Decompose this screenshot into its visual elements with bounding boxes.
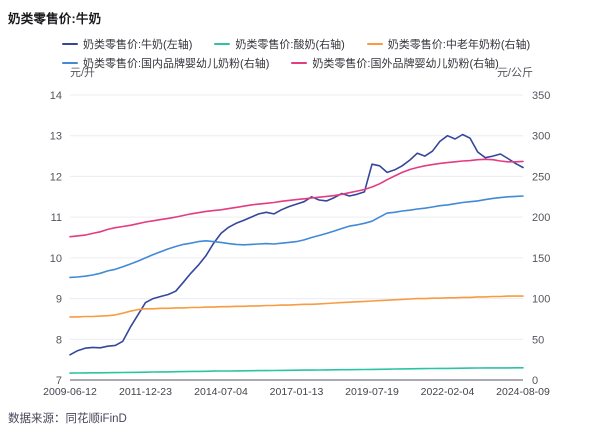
legend-item-label: 奶类零售价:国内品牌婴幼儿奶粉(右轴) xyxy=(83,58,270,70)
legend-item-3[interactable]: 奶类零售价:国内品牌婴幼儿奶粉(右轴) xyxy=(62,55,269,71)
legend-item-label: 奶类零售价:中老年奶粉(右轴) xyxy=(387,39,531,51)
series-line-1 xyxy=(69,367,524,374)
legend-item-label: 奶类零售价:国外品牌婴幼儿奶粉(右轴) xyxy=(312,58,499,70)
legend-item-0[interactable]: 奶类零售价:牛奶(左轴) xyxy=(62,36,192,52)
series-line-4 xyxy=(69,158,524,238)
series-line-2 xyxy=(69,295,524,318)
left-axis-tick-label: 8 xyxy=(56,334,62,346)
x-axis-tick-label: 2019-07-19 xyxy=(345,386,399,398)
legend-row: 奶类零售价:牛奶(左轴) 奶类零售价:酸奶(右轴) 奶类零售价:中老年奶粉(右轴) xyxy=(62,36,592,52)
legend-line-marker-icon xyxy=(62,61,78,65)
right-axis-tick-label: 150 xyxy=(532,253,550,265)
left-axis-tick-label: 14 xyxy=(50,90,62,102)
legend-line-marker-icon xyxy=(291,61,308,65)
legend-item-label: 奶类零售价:酸奶(右轴) xyxy=(235,39,345,51)
right-axis-tick-label: 0 xyxy=(532,375,538,387)
right-axis-tick-label: 350 xyxy=(532,90,550,102)
legend-line-marker-icon xyxy=(366,42,383,46)
left-axis-unit-label: 元/升 xyxy=(70,67,96,79)
right-axis-tick-label: 100 xyxy=(532,294,550,306)
left-axis-tick-label: 13 xyxy=(50,131,62,143)
left-axis-tick-label: 11 xyxy=(51,212,62,224)
right-axis-tick-label: 50 xyxy=(532,334,544,346)
x-axis-tick-label: 2014-07-04 xyxy=(194,386,248,398)
series-line-3 xyxy=(69,195,524,279)
right-axis-tick-label: 250 xyxy=(532,171,550,183)
legend-item-1[interactable]: 奶类零售价:酸奶(右轴) xyxy=(214,36,345,52)
right-axis-tick-label: 300 xyxy=(532,131,550,143)
legend-row: 奶类零售价:国内品牌婴幼儿奶粉(右轴) 奶类零售价:国外品牌婴幼儿奶粉(右轴) xyxy=(62,55,592,71)
chart-title: 奶类零售价:牛奶 xyxy=(8,12,102,26)
left-axis-tick-label: 7 xyxy=(56,375,62,387)
series-line-0 xyxy=(69,133,524,356)
legend-item-label: 奶类零售价:牛奶(左轴) xyxy=(83,39,193,51)
x-axis-tick-label: 2009-06-12 xyxy=(43,386,97,398)
x-axis-tick-label: 2022-02-04 xyxy=(421,386,475,398)
right-axis-unit-label: 元/公斤 xyxy=(496,67,533,79)
left-axis-tick-label: 9 xyxy=(56,294,62,306)
left-axis-tick-label: 10 xyxy=(50,253,62,265)
legend-line-marker-icon xyxy=(214,42,231,46)
x-axis-tick-label: 2017-01-13 xyxy=(270,386,324,398)
x-axis-tick-label: 2024-08-09 xyxy=(496,386,550,398)
legend-line-marker-icon xyxy=(62,42,78,46)
legend-item-2[interactable]: 奶类零售价:中老年奶粉(右轴) xyxy=(366,36,531,52)
legend-item-4[interactable]: 奶类零售价:国外品牌婴幼儿奶粉(右轴) xyxy=(291,55,499,71)
right-axis-tick-label: 200 xyxy=(532,212,550,224)
left-axis-tick-label: 12 xyxy=(50,171,62,183)
x-axis-tick-label: 2011-12-23 xyxy=(119,386,172,398)
data-source-note: 数据来源：同花顺iFinD xyxy=(8,413,127,425)
chart-legend: 奶类零售价:牛奶(左轴) 奶类零售价:酸奶(右轴) 奶类零售价:中老年奶粉(右轴) 奶… xyxy=(62,36,592,74)
